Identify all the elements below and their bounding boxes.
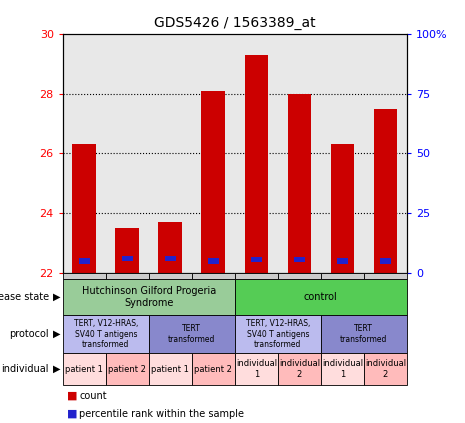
Text: ■: ■ [67, 409, 78, 419]
Bar [331, 144, 354, 273]
Text: ▶: ▶ [53, 329, 60, 339]
Bar [245, 55, 268, 273]
Bar [380, 258, 391, 264]
Bar [251, 257, 262, 262]
Bar [208, 258, 219, 264]
Text: TERT
transformed: TERT transformed [340, 324, 387, 344]
Text: patient 1: patient 1 [152, 365, 189, 374]
Text: individual
2: individual 2 [279, 360, 320, 379]
Text: count: count [79, 391, 106, 401]
Text: ■: ■ [67, 391, 78, 401]
Bar [294, 257, 305, 262]
Bar [373, 109, 397, 273]
Text: ▶: ▶ [53, 292, 60, 302]
Bar [287, 93, 311, 273]
Bar [159, 222, 182, 273]
Text: individual
2: individual 2 [365, 360, 406, 379]
Text: individual: individual [1, 364, 49, 374]
Bar [122, 255, 133, 261]
Text: individual
1: individual 1 [322, 360, 363, 379]
Text: control: control [304, 292, 338, 302]
Bar [201, 91, 225, 273]
Text: TERT, V12-HRAS,
SV40 T antigens
transformed: TERT, V12-HRAS, SV40 T antigens transfor… [246, 319, 310, 349]
Text: patient 2: patient 2 [108, 365, 146, 374]
Bar [115, 228, 139, 273]
Text: TERT, V12-HRAS,
SV40 T antigens
transformed: TERT, V12-HRAS, SV40 T antigens transfor… [73, 319, 138, 349]
Text: Hutchinson Gilford Progeria
Syndrome: Hutchinson Gilford Progeria Syndrome [82, 286, 216, 308]
Text: ▶: ▶ [53, 364, 60, 374]
Title: GDS5426 / 1563389_at: GDS5426 / 1563389_at [154, 16, 316, 30]
Text: individual
1: individual 1 [236, 360, 277, 379]
Text: disease state: disease state [0, 292, 49, 302]
Text: patient 2: patient 2 [194, 365, 232, 374]
Bar [79, 258, 90, 264]
Text: percentile rank within the sample: percentile rank within the sample [79, 409, 244, 419]
Bar [337, 258, 348, 264]
Text: protocol: protocol [9, 329, 49, 339]
Bar [73, 144, 96, 273]
Bar [165, 255, 176, 261]
Text: patient 1: patient 1 [66, 365, 103, 374]
Text: TERT
transformed: TERT transformed [168, 324, 215, 344]
